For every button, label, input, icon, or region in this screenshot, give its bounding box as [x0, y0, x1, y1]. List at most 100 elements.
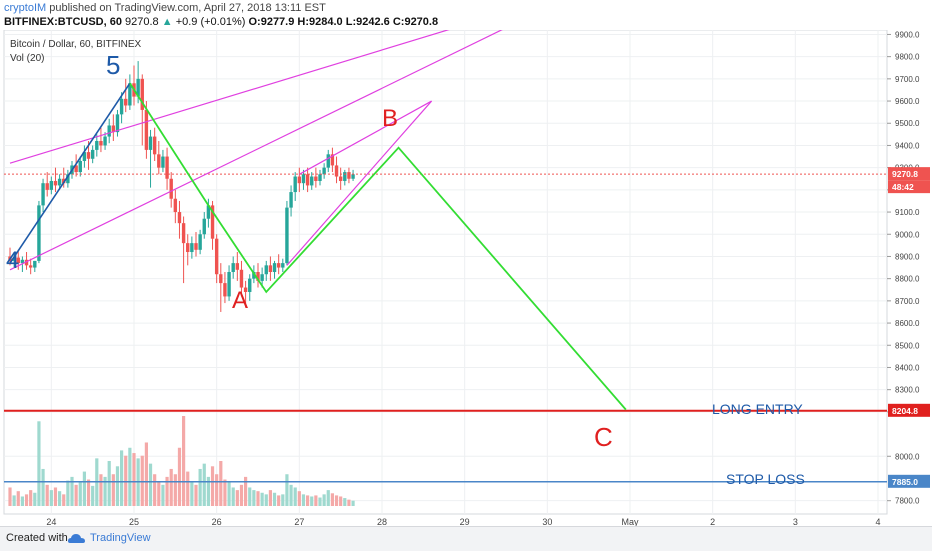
volume-bar	[239, 484, 244, 506]
candle-body	[219, 274, 223, 284]
candle-body	[173, 198, 178, 213]
y-tick-label: 8900.0	[895, 252, 920, 261]
candle-body	[260, 274, 264, 281]
time-axis[interactable]: 24 25 26 27 28 29 30 May 2 3 4	[46, 517, 880, 526]
countdown-tag-bg	[888, 180, 930, 194]
y-tick-label: 8600.0	[895, 319, 920, 328]
volume-bar	[177, 447, 182, 506]
candle-body	[103, 136, 107, 146]
channel-line	[299, 100, 432, 175]
candle-body	[310, 176, 314, 186]
candle-body	[264, 265, 268, 275]
x-tick-label: 2	[710, 517, 715, 526]
candle-body	[227, 272, 231, 297]
volume-bar	[219, 461, 223, 506]
author-link[interactable]: cryptoIM	[4, 2, 47, 14]
candle-body	[334, 165, 339, 177]
stop-loss-tag-bg	[888, 474, 930, 488]
candle-body	[53, 180, 58, 186]
volume-bar	[182, 416, 186, 506]
x-tick-label: 25	[129, 517, 139, 526]
wave-4-label: 4	[6, 247, 19, 274]
volume-bar	[256, 491, 260, 506]
volume-bar	[157, 482, 161, 506]
tradingview-brand[interactable]: TradingView	[90, 532, 151, 544]
y-tick-label: 9000.0	[895, 230, 920, 239]
volume-bar	[281, 494, 285, 506]
price-chart[interactable]: 7800.08000.08200.08300.08400.08500.08600…	[0, 30, 932, 526]
volume-bar	[124, 455, 128, 506]
volume-bar	[20, 496, 24, 506]
volume-bar	[41, 468, 45, 506]
volume-bar	[206, 476, 210, 506]
candle-body	[152, 136, 157, 155]
candle-body	[45, 183, 49, 190]
candle-body	[239, 269, 244, 288]
y-tick-label: 8700.0	[895, 297, 920, 306]
candle-body	[351, 174, 355, 179]
volume-bar	[343, 498, 347, 506]
long-entry-label: LONG ENTRY	[712, 401, 803, 417]
y-tick-label: 8500.0	[895, 341, 920, 350]
y-tick-label: 9800.0	[895, 53, 920, 62]
volume-bar	[78, 482, 82, 506]
volume-bar	[107, 461, 111, 506]
volume-bar	[12, 495, 16, 506]
volume-bar	[268, 490, 272, 506]
volume-bar	[252, 490, 256, 506]
symbol-label: BITFINEX:BTCUSD, 60	[4, 16, 122, 28]
volume-bar	[140, 455, 144, 506]
x-tick-label: May	[621, 517, 639, 526]
volume-bar	[99, 474, 103, 506]
volume-bar	[310, 496, 314, 506]
candle-body	[231, 263, 235, 272]
open-value: O:9277.9	[248, 16, 295, 28]
y-tick-label: 9400.0	[895, 141, 920, 150]
volume-bar	[66, 480, 70, 506]
y-tick-label: 8800.0	[895, 275, 920, 284]
volume-bar	[153, 474, 157, 506]
volume-bar	[144, 442, 148, 506]
candle-body	[28, 265, 33, 268]
volume-bar	[82, 471, 86, 506]
x-tick-label: 26	[212, 517, 222, 526]
volume-bar	[223, 479, 227, 506]
price-axis[interactable]: 7800.08000.08200.08300.08400.08500.08600…	[887, 30, 930, 506]
volume-bar	[330, 493, 334, 506]
volume-bar	[301, 494, 306, 506]
volume-bar	[161, 484, 165, 506]
volume-bar	[173, 474, 177, 506]
volume-bar	[58, 491, 62, 506]
candle-body	[214, 238, 219, 275]
candle-body	[194, 243, 198, 250]
footer-bar: Created with TradingView	[0, 526, 932, 551]
candle-body	[8, 256, 12, 261]
wave-a-label: A	[232, 287, 248, 314]
grid-lines	[4, 30, 887, 514]
candle-body	[276, 263, 281, 268]
candle-body	[314, 176, 318, 181]
volume-bar	[227, 482, 231, 506]
candlesticks	[8, 61, 355, 312]
candle-body	[248, 278, 252, 292]
candle-body	[66, 174, 70, 184]
candle-body	[235, 263, 240, 270]
volume-bar	[169, 468, 173, 506]
candle-body	[318, 174, 322, 181]
volume-bar	[326, 490, 330, 506]
candle-body	[111, 125, 116, 133]
candle-body	[99, 141, 103, 146]
x-tick-label: 3	[793, 517, 798, 526]
volume-bar	[49, 490, 53, 506]
volume-bar	[132, 453, 136, 506]
y-tick-label: 9600.0	[895, 97, 920, 106]
wave-drawings	[9, 30, 627, 411]
volume-bar	[322, 494, 326, 506]
candle-body	[20, 259, 25, 264]
candle-body	[41, 183, 45, 206]
volume-bar	[248, 487, 252, 506]
volume-bars	[8, 416, 355, 506]
candle-body	[37, 205, 41, 261]
plot-area	[3, 30, 888, 515]
volume-bar	[74, 484, 78, 506]
